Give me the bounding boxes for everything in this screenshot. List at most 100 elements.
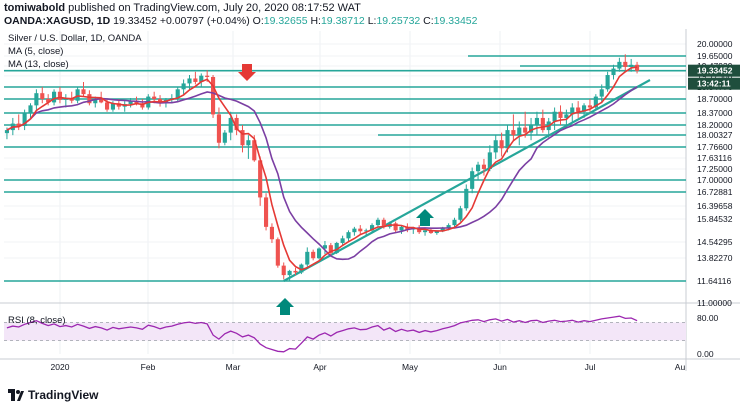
candle-body (587, 105, 593, 108)
candle-body (499, 140, 504, 149)
candle-body (487, 152, 492, 169)
candle-body (534, 117, 540, 125)
candle-body (346, 232, 351, 239)
candle-body (240, 130, 245, 146)
price-tick-label: 18.37000 (697, 108, 733, 118)
ma13-line (6, 86, 638, 261)
down-arrow-icon (238, 64, 256, 81)
candle-body (464, 188, 469, 209)
candle-body (440, 227, 445, 232)
candle-body (570, 107, 575, 115)
price-chart[interactable]: 20.0000019.6500019.4793919.1750018.94776… (0, 29, 740, 385)
candle-body (110, 103, 116, 110)
candle-body (228, 117, 233, 133)
candle-body (140, 103, 145, 108)
candle-body (316, 248, 322, 259)
countdown-tag (688, 77, 740, 90)
candle-body (581, 105, 587, 112)
candle-body (493, 140, 498, 153)
candle-body (199, 75, 204, 82)
candle-body (258, 160, 263, 198)
time-tick-label: 2020 (51, 362, 70, 372)
ascending-trendline (283, 79, 651, 282)
candle-body (422, 230, 428, 233)
candle-body (46, 99, 51, 103)
candle-body (299, 264, 304, 273)
candle-body (252, 140, 257, 161)
candle-body (552, 111, 557, 122)
candle-body (364, 230, 369, 232)
candle-body (128, 100, 133, 105)
ma13-legend[interactable]: MA (13, close) (8, 59, 69, 70)
horizontal-levels[interactable] (4, 55, 686, 282)
publish-info: tomiwabold published on TradingView.com,… (4, 2, 361, 14)
candle-body (157, 99, 163, 104)
time-tick-label: Mar (226, 362, 241, 372)
candle-body (458, 208, 463, 220)
ma5-legend[interactable]: MA (5, close) (8, 46, 63, 57)
price-tick-label: 18.20000 (697, 120, 733, 130)
candle-body (505, 130, 510, 149)
tradingview-footer[interactable]: TradingView (8, 386, 98, 404)
chart-legend-title: Silver / U.S. Dollar, 1D, OANDA (8, 33, 142, 44)
last-price-label: 19.33452 (697, 66, 733, 76)
candle-body (511, 130, 516, 136)
rsi-tick-label: 0.00 (697, 349, 714, 359)
low-label: L: (367, 15, 377, 27)
moving-averages-layer (6, 66, 638, 271)
candle-body (352, 228, 357, 233)
close-label: C: (423, 15, 434, 27)
candle-body (358, 228, 363, 232)
open-value: 19.32655 (263, 15, 308, 27)
candle-body (311, 251, 316, 259)
rsi-band (4, 322, 686, 341)
grid (0, 29, 740, 371)
publish-date-text: published on TradingView.com, July 20, 2… (68, 2, 361, 14)
time-axis[interactable]: 2020 Feb Mar Apr May Jun Jul Au (51, 362, 686, 372)
author-name[interactable]: tomiwabold (4, 2, 66, 14)
price-tick-label: 16.39658 (697, 201, 733, 211)
candle-body (540, 117, 545, 131)
candle-body (40, 93, 45, 99)
trendline-layer[interactable] (283, 79, 651, 282)
candle-body (293, 270, 298, 273)
ma5-line (6, 66, 638, 271)
candle-body (4, 130, 10, 134)
candle-body (564, 114, 569, 118)
candle-body (152, 96, 157, 99)
candle-body (51, 91, 57, 103)
price-tick-label: 13.82270 (697, 253, 733, 263)
candle-body (599, 89, 604, 97)
close-value: 19.33452 (433, 15, 478, 27)
time-tick-label: Apr (313, 362, 326, 372)
rsi-pane (4, 315, 686, 353)
high-label: H: (310, 15, 321, 27)
candle-body (322, 245, 328, 249)
candle-body (305, 251, 310, 265)
candle-body (263, 197, 269, 227)
candle-body (523, 127, 528, 133)
candle-body (369, 225, 375, 231)
price-tick-label: 19.65000 (697, 51, 733, 61)
candle-body (75, 89, 80, 101)
candle-body (34, 93, 39, 106)
candle-body (175, 89, 180, 99)
rsi-legend[interactable]: RSI (8, close) (8, 315, 66, 326)
candle-body (181, 83, 186, 90)
candle-body (57, 91, 63, 100)
ohlc-line: OANDA:XAGUSD, 1D 19.33452 +0.00797 (+0.0… (4, 15, 477, 27)
candle-body (381, 219, 386, 227)
candle-body (558, 111, 563, 118)
candle-body (629, 64, 634, 67)
candle-body (452, 219, 457, 226)
candle-body (481, 164, 487, 169)
price-axis[interactable]: 20.0000019.6500019.4793919.1750018.94776… (688, 39, 740, 359)
candle-body (281, 265, 286, 276)
time-tick-label: Jun (493, 362, 507, 372)
time-tick-label: Feb (141, 362, 156, 372)
high-value: 19.38712 (320, 15, 365, 27)
arrows-layer (238, 64, 434, 315)
candle-body (275, 239, 280, 266)
candle-body (28, 105, 33, 113)
price-tick-label: 11.00000 (697, 298, 732, 308)
